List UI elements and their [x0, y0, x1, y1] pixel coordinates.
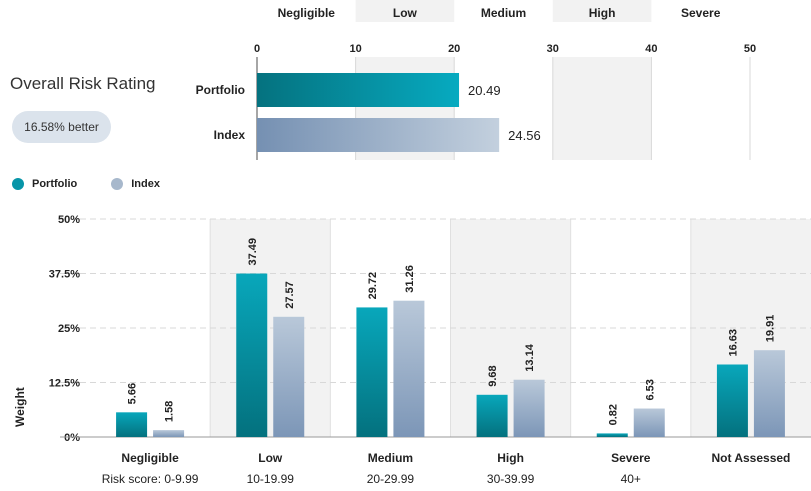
value-label-index: 24.56 — [508, 128, 541, 143]
band-label-medium: Medium — [481, 6, 526, 20]
band-shade — [552, 57, 652, 160]
improvement-badge: 16.58% better — [12, 111, 111, 143]
index-legend-dot — [111, 178, 124, 190]
category-sublabel: 10-19.99 — [247, 472, 295, 486]
bar-portfolio-medium — [356, 307, 388, 437]
band-label-low: Low — [393, 6, 418, 20]
bar-portfolio-high — [476, 394, 508, 437]
data-label: 16.63 — [727, 329, 739, 357]
data-label: 31.26 — [404, 265, 416, 293]
y-tick-label: 25% — [58, 323, 80, 335]
bar-index-medium — [393, 300, 425, 437]
category-label: High — [497, 451, 524, 465]
band-label-high: High — [589, 6, 616, 20]
bar-label-index: Index — [214, 128, 246, 142]
bar-index — [257, 118, 500, 152]
legend-label-portfolio: Portfolio — [32, 178, 78, 190]
band-header-shade — [355, 0, 455, 22]
bar-portfolio — [257, 73, 460, 107]
x-tick-label: 0 — [254, 43, 260, 55]
bar-index-severe — [633, 408, 665, 437]
x-tick-label: 50 — [744, 43, 756, 55]
overall-risk-chart: Negligible Low Medium High Severe 0 10 20 30 40 50… — [196, 0, 756, 160]
y-tick-label: 37.5% — [49, 269, 80, 281]
bar-portfolio-negligible — [116, 412, 148, 437]
data-label: 13.14 — [524, 343, 536, 371]
category-sublabel: 30-39.99 — [487, 472, 535, 486]
band-header-shade — [552, 0, 652, 22]
band-label-severe: Severe — [681, 6, 721, 20]
category-label: Severe — [611, 451, 651, 465]
category-sublabel: Risk score: 0-9.99 — [102, 472, 199, 486]
y-tick-label: 0% — [64, 432, 80, 444]
x-tick-label: 10 — [349, 43, 361, 55]
bar-portfolio-low — [236, 273, 268, 437]
bar-portfolio-severe — [596, 433, 628, 437]
bar-index-negligible — [153, 430, 185, 437]
legend-item-portfolio[interactable]: Portfolio — [12, 178, 77, 190]
bar-index-not-assessed — [753, 350, 785, 437]
x-tick-label: 20 — [448, 43, 460, 55]
data-label: 0.82 — [607, 404, 619, 425]
value-label-portfolio: 20.49 — [468, 83, 501, 98]
y-tick-label: 50% — [58, 214, 80, 226]
category-sublabel: 20-29.99 — [367, 472, 415, 486]
category-label: Negligible — [121, 451, 179, 465]
category-sublabel: 40+ — [621, 472, 641, 486]
portfolio-legend-dot — [12, 178, 24, 190]
x-tick-label: 30 — [547, 43, 559, 55]
data-label: 37.49 — [247, 238, 259, 266]
bar-label-portfolio: Portfolio — [196, 83, 245, 97]
data-label: 6.53 — [644, 379, 656, 400]
category-label: Medium — [368, 451, 413, 465]
data-label: 29.72 — [367, 272, 379, 300]
data-label: 1.58 — [164, 401, 176, 422]
category-label: Low — [258, 451, 283, 465]
legend-item-index[interactable]: Index — [111, 178, 160, 190]
x-tick-label: 40 — [645, 43, 657, 55]
data-label: 5.66 — [127, 383, 139, 404]
y-tick-label: 12.5% — [49, 378, 80, 390]
category-label: Not Assessed — [711, 451, 790, 465]
bar-index-high — [513, 379, 545, 437]
band-label-negligible: Negligible — [278, 6, 336, 20]
legend: Portfolio Index — [12, 178, 186, 190]
legend-label-index: Index — [131, 178, 160, 190]
data-label: 9.68 — [487, 365, 499, 386]
data-label: 19.91 — [764, 315, 776, 343]
bar-index-low — [273, 316, 305, 437]
bar-portfolio-not-assessed — [716, 364, 748, 437]
y-axis-title: Weight — [13, 387, 27, 427]
overall-risk-title: Overall Risk Rating — [10, 74, 156, 93]
data-label: 27.57 — [284, 281, 296, 309]
